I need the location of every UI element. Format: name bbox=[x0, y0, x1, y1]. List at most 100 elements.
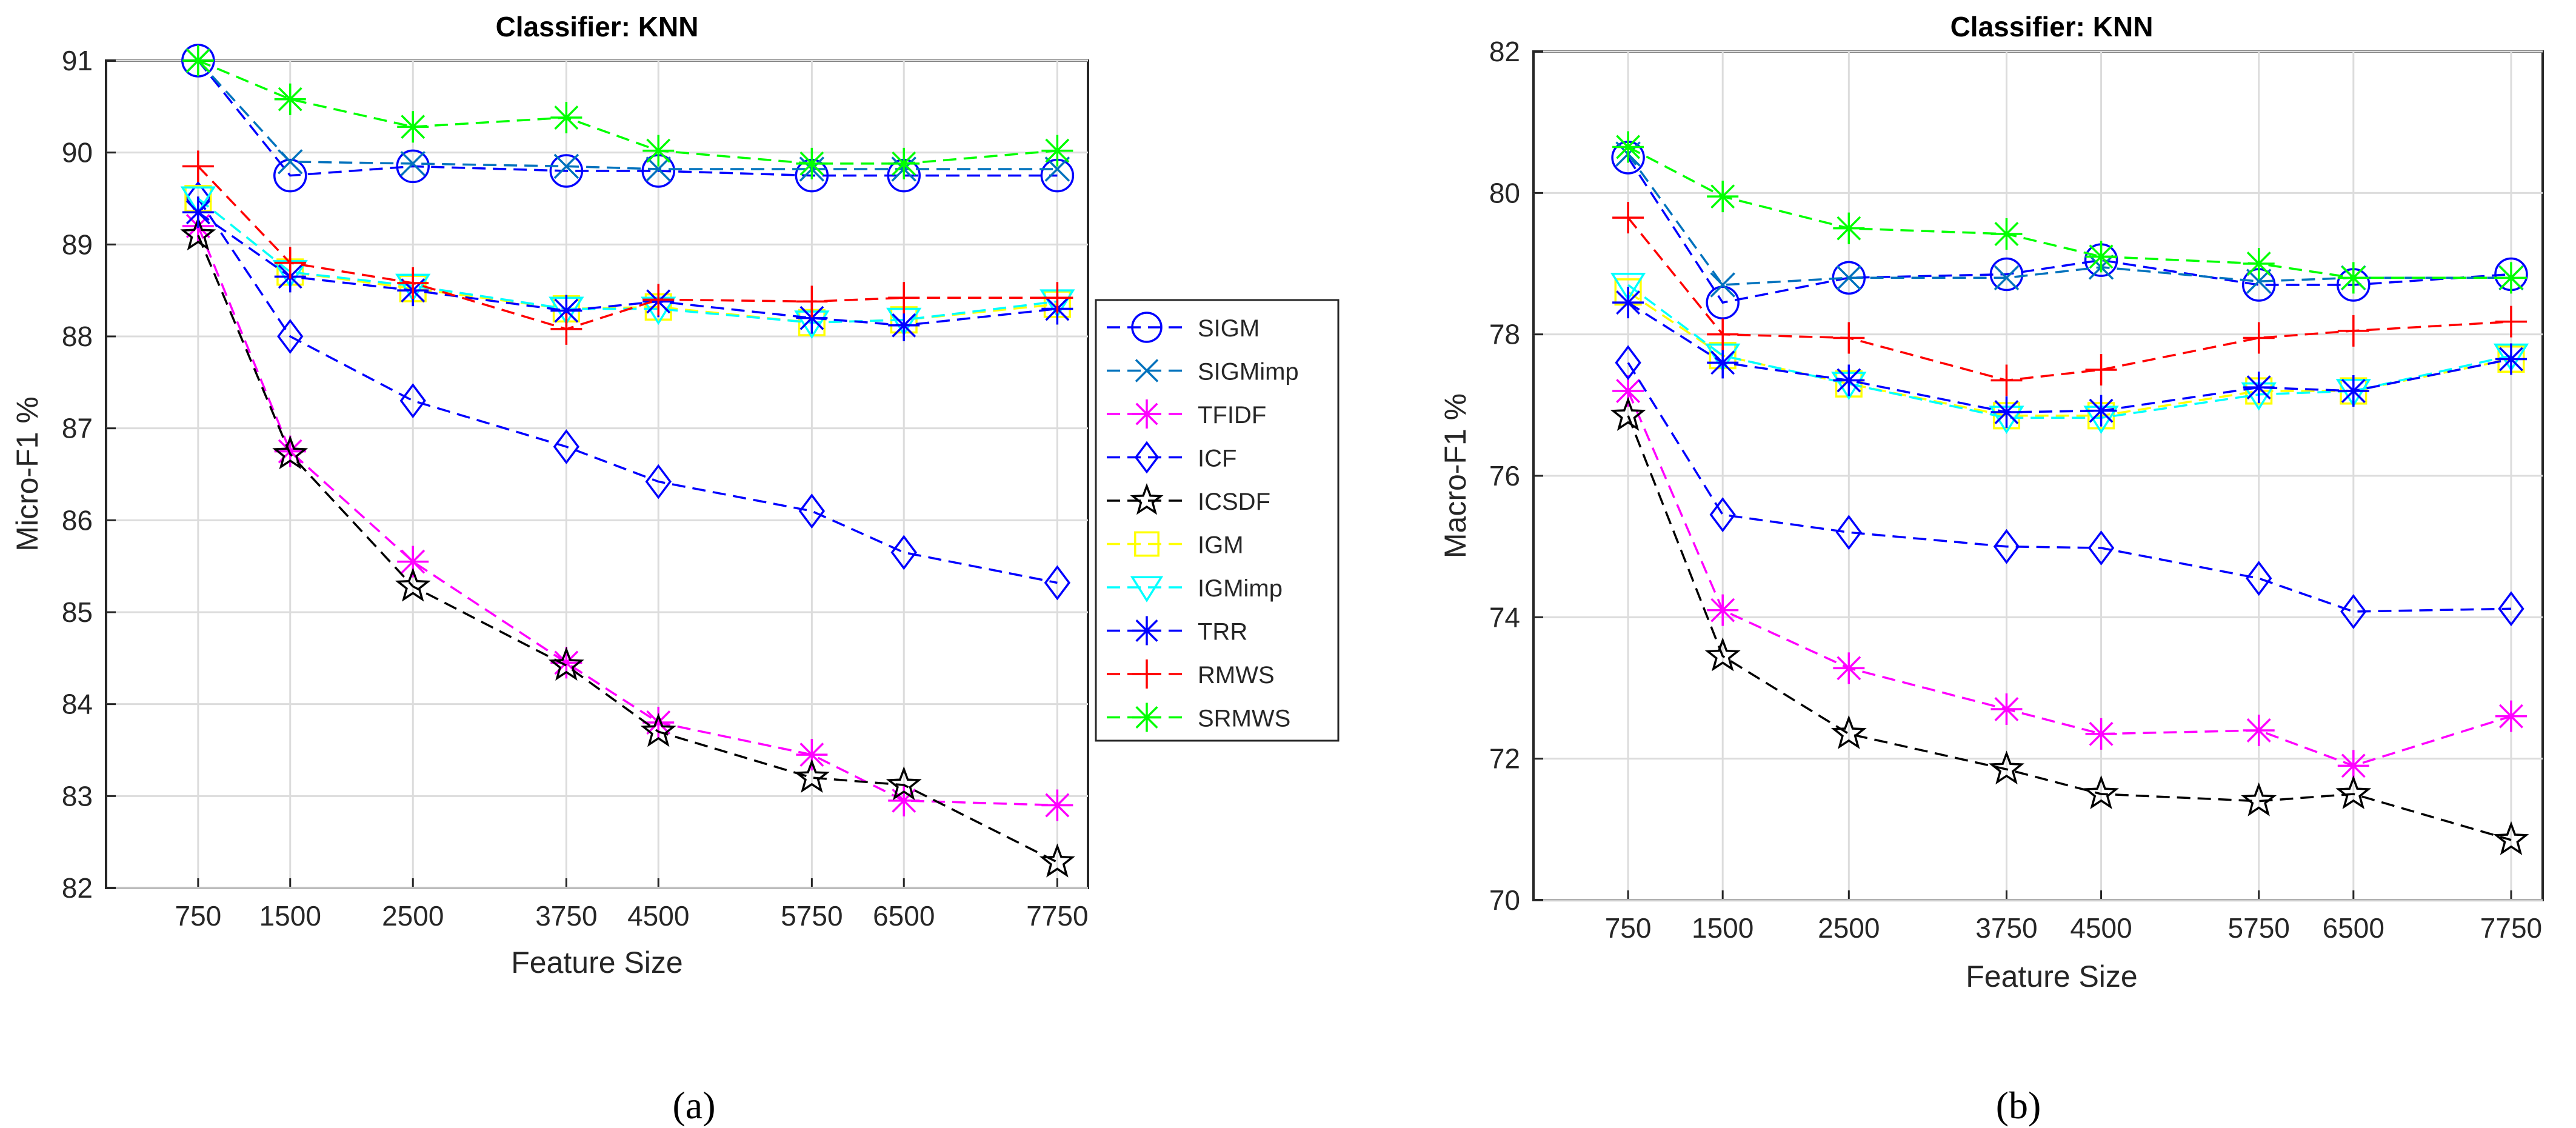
data-point-marker bbox=[2335, 775, 2372, 810]
legend-label: ICF bbox=[1198, 446, 1236, 472]
series-icsdf bbox=[1610, 396, 2529, 855]
x-tick-label: 4500 bbox=[627, 900, 689, 932]
legend-label: TFIDF bbox=[1198, 402, 1266, 429]
y-tick-label: 80 bbox=[1489, 177, 1520, 209]
data-point-marker bbox=[549, 154, 584, 188]
data-point-marker bbox=[1610, 396, 1646, 431]
series-line bbox=[197, 198, 1058, 584]
series-line bbox=[1627, 284, 2512, 419]
x-tick-label: 750 bbox=[1605, 912, 1652, 944]
data-point-marker bbox=[2337, 375, 2369, 407]
data-point-marker bbox=[2083, 775, 2120, 810]
x-tick-label: 7750 bbox=[1026, 900, 1088, 932]
data-point-marker bbox=[2337, 262, 2369, 294]
data-point-marker bbox=[1990, 693, 2023, 725]
data-point-marker bbox=[1707, 318, 1739, 350]
data-point-marker bbox=[796, 147, 828, 179]
data-point-marker bbox=[182, 196, 214, 229]
grid bbox=[106, 59, 1088, 889]
y-tick-label: 70 bbox=[1489, 884, 1520, 916]
data-point-marker bbox=[642, 707, 675, 738]
data-point-marker bbox=[1041, 135, 1073, 167]
data-point-marker bbox=[2241, 782, 2277, 816]
data-point-marker bbox=[2246, 269, 2272, 294]
data-point-marker bbox=[180, 216, 216, 251]
series-line bbox=[1627, 291, 2512, 417]
data-point-marker bbox=[2243, 715, 2275, 746]
data-point-marker bbox=[2495, 305, 2527, 338]
data-point-marker bbox=[1612, 375, 1644, 407]
data-point-marker bbox=[553, 429, 580, 464]
series-layer bbox=[1610, 131, 2529, 855]
data-point-marker bbox=[1988, 750, 2024, 785]
x-axis-label: Feature Size bbox=[1966, 959, 2137, 993]
series-line bbox=[1627, 301, 2512, 413]
y-tick-label: 82 bbox=[62, 872, 93, 904]
series-srmws bbox=[182, 45, 1073, 179]
data-point-marker bbox=[1830, 715, 1867, 749]
x-tick-label: 2500 bbox=[382, 900, 444, 932]
legend-label: TRR bbox=[1198, 619, 1247, 646]
legend-entry: SRMWS bbox=[1107, 702, 1290, 732]
data-point-marker bbox=[2495, 343, 2527, 375]
y-tick-label: 88 bbox=[62, 321, 93, 352]
y-tick-label: 82 bbox=[1489, 36, 1520, 67]
series-srmws bbox=[1612, 131, 2527, 294]
data-point-marker bbox=[646, 156, 671, 182]
data-point-marker bbox=[2085, 718, 2117, 750]
data-point-marker bbox=[1836, 265, 1862, 291]
legend-entry: TFIDF bbox=[1107, 399, 1266, 429]
data-point-marker bbox=[1707, 181, 1739, 213]
data-point-marker bbox=[1990, 218, 2023, 250]
data-point-marker bbox=[2085, 395, 2117, 427]
y-axis-label: Micro-F1 % bbox=[10, 396, 44, 552]
data-point-marker bbox=[2337, 750, 2369, 782]
data-point-marker bbox=[2243, 248, 2275, 279]
legend-entry: IGMimp bbox=[1107, 575, 1283, 602]
y-tick-label: 91 bbox=[62, 45, 93, 76]
data-point-marker bbox=[550, 102, 582, 134]
chart-title: Classifier: KNN bbox=[1950, 11, 2154, 42]
data-point-marker bbox=[2495, 262, 2527, 294]
legend-entry: ICSDF bbox=[1107, 482, 1270, 515]
legend-label: RMWS bbox=[1198, 662, 1275, 689]
x-tick-label: 6500 bbox=[2323, 912, 2384, 944]
data-point-marker bbox=[1709, 497, 1736, 533]
legend-marker bbox=[1132, 399, 1161, 429]
data-point-marker bbox=[888, 309, 920, 341]
legend-marker bbox=[1132, 659, 1161, 689]
data-point-marker bbox=[1704, 637, 1741, 672]
data-point-marker bbox=[548, 647, 584, 681]
y-axis-label: Macro-F1 % bbox=[1438, 393, 1472, 558]
data-point-marker bbox=[1044, 565, 1071, 601]
data-point-marker bbox=[1612, 131, 1644, 163]
data-point-marker bbox=[278, 149, 303, 175]
legend-marker bbox=[1134, 441, 1160, 474]
data-point-marker bbox=[2243, 372, 2275, 404]
data-point-marker bbox=[395, 567, 431, 602]
x-tick-label: 5750 bbox=[781, 900, 843, 932]
data-point-marker bbox=[1610, 273, 1646, 301]
y-tick-label: 84 bbox=[62, 689, 93, 720]
data-point-marker bbox=[396, 149, 430, 184]
data-point-marker bbox=[550, 295, 582, 327]
x-tick-label: 2500 bbox=[1818, 912, 1880, 944]
data-point-marker bbox=[1993, 529, 2020, 564]
series-icsdf bbox=[180, 216, 1075, 878]
series-line bbox=[197, 198, 1058, 324]
data-point-marker bbox=[1041, 282, 1073, 314]
x-tick-label: 3750 bbox=[1975, 912, 2037, 944]
data-point-marker bbox=[1833, 364, 1865, 396]
data-point-marker bbox=[2498, 591, 2524, 627]
chart-title: Classifier: KNN bbox=[496, 11, 699, 42]
x-tick-label: 1500 bbox=[1692, 912, 1753, 944]
y-tick-label: 85 bbox=[62, 596, 93, 628]
data-point-marker bbox=[273, 158, 307, 193]
data-point-marker bbox=[180, 186, 216, 215]
tick-labels: 750 1500 2500 3750 4500 5750 6500 7750 82 83 84 85 8… bbox=[62, 45, 1089, 932]
data-point-marker bbox=[2340, 594, 2367, 629]
legend-entry: TRR bbox=[1107, 616, 1247, 646]
legend-entry: ICF bbox=[1107, 441, 1236, 474]
data-point-marker bbox=[890, 535, 917, 570]
